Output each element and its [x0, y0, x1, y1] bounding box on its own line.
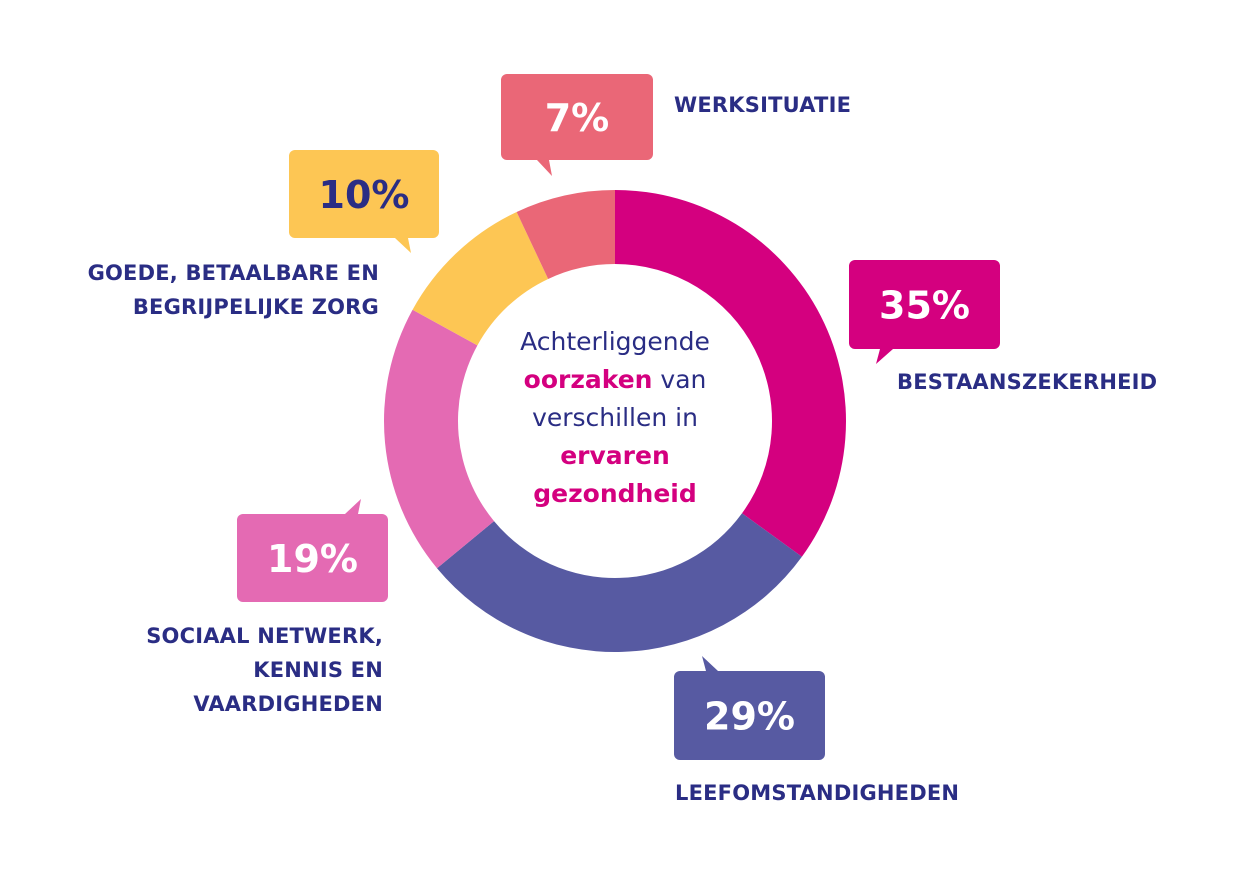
donut-slice-4 — [412, 211, 549, 346]
bubble-tail — [876, 349, 893, 364]
bubble-tail — [537, 160, 552, 176]
category-label-leefomstandigheden: LEEFOMSTANDIGHEDEN — [675, 781, 960, 805]
value-bubble-2: 29% — [674, 656, 825, 760]
value-bubble-4: 10% — [289, 150, 439, 253]
donut-slices — [384, 190, 846, 652]
center-title-highlight-ervaren: ervaren — [560, 441, 670, 470]
center-title-highlight-gezondheid: gezondheid — [533, 479, 697, 508]
category-label-sociaal-line-2: KENNIS EN — [253, 658, 383, 682]
category-label-zorg: GOEDE, BETAALBARE EN BEGRIJPELIJKE ZORG — [88, 256, 379, 324]
center-title: Achterliggende oorzaken van verschillen … — [480, 323, 750, 513]
bubble-box — [674, 671, 825, 760]
category-label-sociaal-netwerk: SOCIAAL NETWERK, KENNIS EN VAARDIGHEDEN — [146, 619, 383, 721]
bubble-box — [501, 74, 653, 160]
center-title-line-3: verschillen in — [532, 403, 698, 432]
donut-slice-1 — [615, 190, 846, 557]
category-label-zorg-line-2: BEGRIJPELIJKE ZORG — [132, 295, 379, 319]
category-label-sociaal-line-1: SOCIAAL NETWERK, — [146, 624, 383, 648]
bubble-box — [289, 150, 439, 238]
value-bubbles: 35% 29% 19% 10% 7% — [237, 74, 1000, 760]
value-label: 7% — [545, 96, 610, 140]
category-label-werksituatie: WERKSITUATIE — [674, 93, 852, 117]
value-bubble-3: 19% — [237, 499, 388, 602]
donut-slice-2 — [437, 513, 802, 652]
bubble-box — [237, 514, 388, 602]
donut-slice-5 — [516, 190, 615, 279]
bubble-tail — [395, 238, 411, 253]
value-label: 35% — [879, 284, 970, 328]
category-label-bestaanszekerheid: BESTAANSZEKERHEID — [897, 370, 1158, 394]
value-bubble-5: 7% — [501, 74, 653, 176]
center-title-highlight-oorzaken: oorzaken — [523, 365, 653, 394]
center-title-line-2-rest: van — [652, 365, 707, 394]
donut-slice-3 — [384, 309, 495, 569]
bubble-tail — [702, 656, 718, 671]
value-label: 10% — [319, 173, 410, 217]
category-label-zorg-line-1: GOEDE, BETAALBARE EN — [87, 261, 379, 285]
value-bubble-1: 35% — [849, 260, 1000, 364]
center-title-line-1: Achterliggende — [520, 327, 710, 356]
bubble-tail — [345, 499, 361, 514]
value-label: 19% — [267, 537, 358, 581]
value-label: 29% — [704, 695, 795, 739]
bubble-box — [849, 260, 1000, 349]
center-title-line-2: oorzaken van — [480, 361, 750, 399]
category-label-sociaal-line-3: VAARDIGHEDEN — [193, 692, 383, 716]
